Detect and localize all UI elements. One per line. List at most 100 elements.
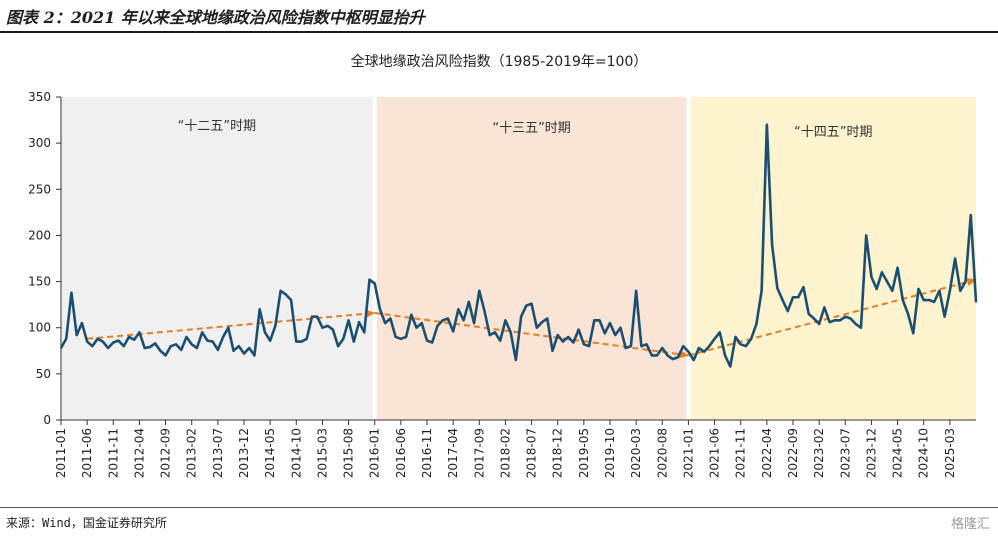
data-point (211, 340, 214, 343)
data-point (860, 326, 862, 329)
x-tick-label: 2023-07 (838, 428, 852, 478)
title-divider (0, 31, 998, 33)
data-point (154, 342, 157, 345)
x-tick-label: 2012-04 (132, 428, 146, 478)
y-tick-label: 150 (28, 275, 51, 289)
data-point (849, 317, 852, 320)
data-point (274, 324, 277, 327)
data-point (420, 322, 423, 324)
data-point (358, 321, 360, 324)
data-point (525, 304, 528, 307)
data-point (582, 343, 585, 346)
data-point (907, 312, 909, 315)
y-tick-label: 350 (28, 90, 51, 104)
x-tick-label: 2015-03 (315, 428, 329, 478)
data-point (159, 349, 162, 352)
data-point (264, 331, 266, 334)
data-point (891, 289, 894, 292)
x-tick-label: 2024-05 (891, 428, 905, 478)
x-tick-label: 2020-08 (655, 428, 669, 478)
data-point (248, 347, 251, 349)
watermark-logo: 格隆汇 (950, 517, 990, 532)
x-tick-label: 2021-06 (708, 428, 722, 478)
data-point (316, 315, 319, 318)
data-point (65, 337, 68, 340)
data-point (792, 296, 794, 299)
data-point (399, 337, 402, 340)
footer-divider (0, 507, 998, 508)
data-point (514, 359, 517, 361)
data-point (190, 343, 193, 346)
data-point (917, 288, 920, 290)
x-tick-label: 2011-06 (80, 428, 94, 478)
trend-arrow-2 (374, 311, 690, 359)
data-point (405, 336, 407, 338)
data-point (954, 257, 956, 260)
data-point (969, 214, 972, 217)
data-point (844, 315, 847, 318)
data-point (609, 322, 611, 324)
data-point (635, 289, 638, 292)
data-point (447, 317, 449, 320)
data-point (959, 289, 962, 292)
data-point (687, 350, 690, 353)
data-point (311, 315, 313, 318)
period-band-1 (61, 97, 373, 420)
data-point (797, 296, 800, 299)
data-point (379, 308, 381, 311)
data-point (467, 300, 470, 303)
x-tick-label: 2013-02 (185, 428, 199, 478)
x-tick-label: 2015-08 (342, 428, 356, 478)
data-point (964, 280, 967, 283)
data-point (368, 278, 371, 281)
data-point (729, 365, 732, 368)
data-point (347, 319, 350, 322)
period-label-3: “十四五”时期 (794, 125, 872, 140)
data-point (107, 347, 109, 349)
data-point (206, 339, 209, 342)
line-chart: “十二五”时期 “十三五”时期 “十四五”时期 全球地缘政治风险指数（1985-20… (28, 53, 978, 478)
data-point (284, 293, 287, 296)
data-point (588, 345, 590, 348)
data-point (290, 299, 292, 301)
data-point (724, 354, 726, 357)
data-point (237, 345, 240, 348)
x-tick-label: 2024-10 (917, 428, 931, 478)
data-point (91, 345, 94, 348)
y-tick-label: 0 (43, 413, 51, 427)
data-point (614, 334, 617, 336)
period-band-3 (690, 97, 976, 420)
data-point (337, 345, 340, 348)
data-point (922, 299, 925, 301)
data-point (326, 324, 329, 327)
data-point (745, 345, 747, 348)
data-point (703, 350, 706, 353)
y-tick-label: 50 (36, 367, 51, 381)
data-point (624, 347, 627, 349)
data-point (373, 282, 376, 285)
data-point (567, 336, 570, 338)
data-point (494, 331, 496, 334)
data-point (682, 345, 685, 348)
x-tick-label: 2011-11 (106, 428, 120, 478)
x-tick-label: 2016-11 (420, 428, 434, 478)
data-point (807, 312, 810, 315)
data-point (243, 352, 245, 355)
y-tick-label: 100 (28, 321, 51, 335)
data-point (880, 271, 883, 274)
x-tick-label: 2017-04 (446, 428, 460, 478)
data-point (697, 347, 700, 349)
figure-title: 图表 2：2021 年以来全球地缘政治风险指数中枢明显抬升 (6, 8, 425, 27)
data-point (269, 339, 272, 342)
x-tick-label: 2021-01 (681, 428, 695, 478)
data-point (128, 336, 130, 338)
data-point (603, 332, 606, 335)
data-point (901, 299, 904, 301)
data-point (650, 354, 653, 357)
data-point (117, 339, 120, 342)
data-point (201, 331, 204, 334)
data-point (839, 319, 841, 322)
data-point (410, 313, 413, 316)
axes: 0 50 100 150 200 250 300 350 2011-01 2011-06 2011-… (28, 90, 976, 478)
data-point (478, 289, 481, 292)
